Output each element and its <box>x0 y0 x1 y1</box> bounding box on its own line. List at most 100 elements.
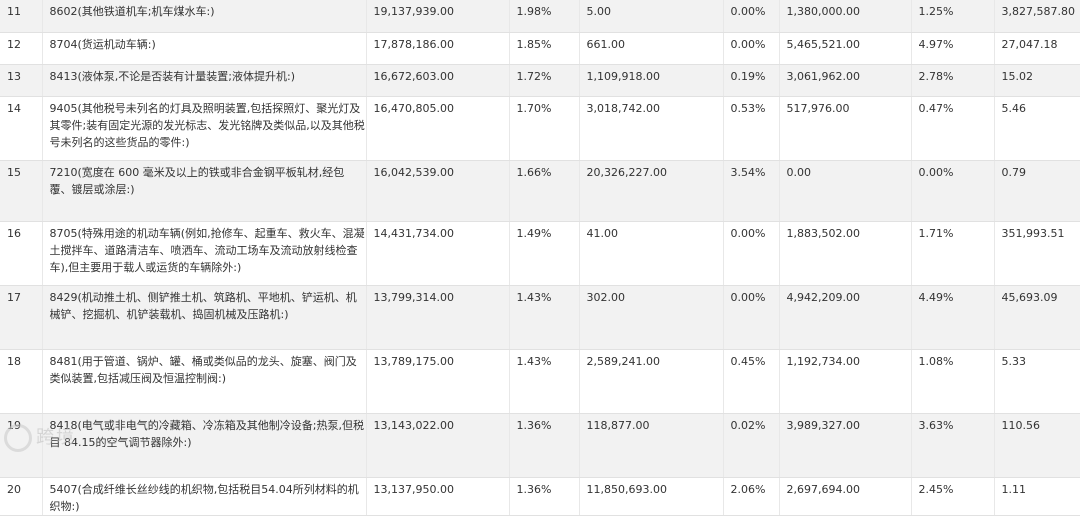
item-description-cell: 8704(货运机动车辆:) <box>42 32 367 65</box>
percent-cell-6: 3.54% <box>723 160 780 222</box>
value-cell-5: 1,109,918.00 <box>579 64 724 97</box>
table-row: 12 8704(货运机动车辆:) 17,878,186.00 1.85% 661.00 0… <box>0 32 1080 65</box>
table-row: 20 5407(合成纤维长丝纱线的机织物,包括税目54.04所列材料的机织物:) 1… <box>0 477 1080 516</box>
item-description-cell: 5407(合成纤维长丝纱线的机织物,包括税目54.04所列材料的机织物:) <box>42 477 367 516</box>
amount-cell: 13,789,175.00 <box>366 349 510 414</box>
value-cell-9: 15.02 <box>994 64 1080 97</box>
item-description-cell: 8705(特殊用途的机动车辆(例如,抢修车、起重车、救火车、混凝土搅拌车、道路清… <box>42 221 367 286</box>
value-cell-9: 351,993.51 <box>994 221 1080 286</box>
percent-cell-8: 0.47% <box>911 96 995 161</box>
value-cell-7: 1,192,734.00 <box>779 349 912 414</box>
amount-cell: 16,470,805.00 <box>366 96 510 161</box>
row-number-cell: 19 <box>0 413 43 478</box>
table-row: 14 9405(其他税号未列名的灯具及照明装置,包括探照灯、聚光灯及其零件;装有固… <box>0 96 1080 161</box>
share-cell: 1.85% <box>509 32 580 65</box>
value-cell-5: 118,877.00 <box>579 413 724 478</box>
row-number-cell: 11 <box>0 0 43 33</box>
amount-cell: 19,137,939.00 <box>366 0 510 33</box>
table-row: 15 7210(宽度在 600 毫米及以上的铁或非合金钢平板轧材,经包覆、镀层或涂… <box>0 160 1080 222</box>
value-cell-9: 3,827,587.80 <box>994 0 1080 33</box>
percent-cell-8: 2.45% <box>911 477 995 516</box>
value-cell-5: 41.00 <box>579 221 724 286</box>
percent-cell-6: 0.00% <box>723 285 780 350</box>
table-row: 13 8413(液体泵,不论是否装有计量装置;液体提升机:) 16,672,603.… <box>0 64 1080 97</box>
row-number-cell: 20 <box>0 477 43 516</box>
value-cell-7: 3,061,962.00 <box>779 64 912 97</box>
value-cell-7: 5,465,521.00 <box>779 32 912 65</box>
row-number-cell: 12 <box>0 32 43 65</box>
value-cell-7: 4,942,209.00 <box>779 285 912 350</box>
item-description-cell: 8429(机动推土机、侧铲推土机、筑路机、平地机、铲运机、机械铲、挖掘机、机铲装… <box>42 285 367 350</box>
percent-cell-6: 2.06% <box>723 477 780 516</box>
table-row: 17 8429(机动推土机、侧铲推土机、筑路机、平地机、铲运机、机械铲、挖掘机、机… <box>0 285 1080 350</box>
amount-cell: 13,799,314.00 <box>366 285 510 350</box>
value-cell-7: 1,883,502.00 <box>779 221 912 286</box>
row-number-cell: 17 <box>0 285 43 350</box>
percent-cell-6: 0.45% <box>723 349 780 414</box>
percent-cell-8: 4.97% <box>911 32 995 65</box>
percent-cell-8: 1.71% <box>911 221 995 286</box>
amount-cell: 17,878,186.00 <box>366 32 510 65</box>
share-cell: 1.70% <box>509 96 580 161</box>
item-description-cell: 8481(用于管道、锅炉、罐、桶或类似品的龙头、旋塞、阀门及类似装置,包括减压阀… <box>42 349 367 414</box>
item-description-cell: 9405(其他税号未列名的灯具及照明装置,包括探照灯、聚光灯及其零件;装有固定光… <box>42 96 367 161</box>
value-cell-9: 0.79 <box>994 160 1080 222</box>
percent-cell-8: 2.78% <box>911 64 995 97</box>
share-cell: 1.36% <box>509 477 580 516</box>
amount-cell: 16,042,539.00 <box>366 160 510 222</box>
value-cell-7: 0.00 <box>779 160 912 222</box>
share-cell: 1.72% <box>509 64 580 97</box>
percent-cell-6: 0.53% <box>723 96 780 161</box>
value-cell-7: 1,380,000.00 <box>779 0 912 33</box>
table-row: 16 8705(特殊用途的机动车辆(例如,抢修车、起重车、救火车、混凝土搅拌车、道… <box>0 221 1080 286</box>
item-description-cell: 7210(宽度在 600 毫米及以上的铁或非合金钢平板轧材,经包覆、镀层或涂层:… <box>42 160 367 222</box>
value-cell-5: 11,850,693.00 <box>579 477 724 516</box>
value-cell-5: 20,326,227.00 <box>579 160 724 222</box>
item-description-cell: 8413(液体泵,不论是否装有计量装置;液体提升机:) <box>42 64 367 97</box>
table-row: 19 8418(电气或非电气的冷藏箱、冷冻箱及其他制冷设备;热泵,但税目 84.1… <box>0 413 1080 478</box>
row-number-cell: 15 <box>0 160 43 222</box>
value-cell-9: 5.33 <box>994 349 1080 414</box>
value-cell-9: 110.56 <box>994 413 1080 478</box>
percent-cell-8: 1.08% <box>911 349 995 414</box>
value-cell-7: 517,976.00 <box>779 96 912 161</box>
share-cell: 1.43% <box>509 285 580 350</box>
percent-cell-8: 3.63% <box>911 413 995 478</box>
percent-cell-6: 0.00% <box>723 221 780 286</box>
percent-cell-6: 0.00% <box>723 32 780 65</box>
value-cell-5: 3,018,742.00 <box>579 96 724 161</box>
value-cell-9: 1.11 <box>994 477 1080 516</box>
table-row: 11 8602(其他铁道机车;机车煤水车:) 19,137,939.00 1.98% 5… <box>0 0 1080 33</box>
share-cell: 1.43% <box>509 349 580 414</box>
share-cell: 1.36% <box>509 413 580 478</box>
amount-cell: 14,431,734.00 <box>366 221 510 286</box>
table-row: 18 8481(用于管道、锅炉、罐、桶或类似品的龙头、旋塞、阀门及类似装置,包括减… <box>0 349 1080 414</box>
value-cell-7: 2,697,694.00 <box>779 477 912 516</box>
percent-cell-8: 0.00% <box>911 160 995 222</box>
percent-cell-6: 0.19% <box>723 64 780 97</box>
amount-cell: 13,143,022.00 <box>366 413 510 478</box>
percent-cell-6: 0.02% <box>723 413 780 478</box>
value-cell-9: 5.46 <box>994 96 1080 161</box>
share-cell: 1.49% <box>509 221 580 286</box>
value-cell-5: 661.00 <box>579 32 724 65</box>
share-cell: 1.66% <box>509 160 580 222</box>
value-cell-5: 5.00 <box>579 0 724 33</box>
percent-cell-6: 0.00% <box>723 0 780 33</box>
item-description-cell: 8602(其他铁道机车;机车煤水车:) <box>42 0 367 33</box>
amount-cell: 16,672,603.00 <box>366 64 510 97</box>
value-cell-7: 3,989,327.00 <box>779 413 912 478</box>
value-cell-9: 45,693.09 <box>994 285 1080 350</box>
row-number-cell: 13 <box>0 64 43 97</box>
value-cell-5: 302.00 <box>579 285 724 350</box>
row-number-cell: 14 <box>0 96 43 161</box>
percent-cell-8: 1.25% <box>911 0 995 33</box>
item-description-cell: 8418(电气或非电气的冷藏箱、冷冻箱及其他制冷设备;热泵,但税目 84.15的… <box>42 413 367 478</box>
value-cell-5: 2,589,241.00 <box>579 349 724 414</box>
row-number-cell: 16 <box>0 221 43 286</box>
amount-cell: 13,137,950.00 <box>366 477 510 516</box>
share-cell: 1.98% <box>509 0 580 33</box>
value-cell-9: 27,047.18 <box>994 32 1080 65</box>
